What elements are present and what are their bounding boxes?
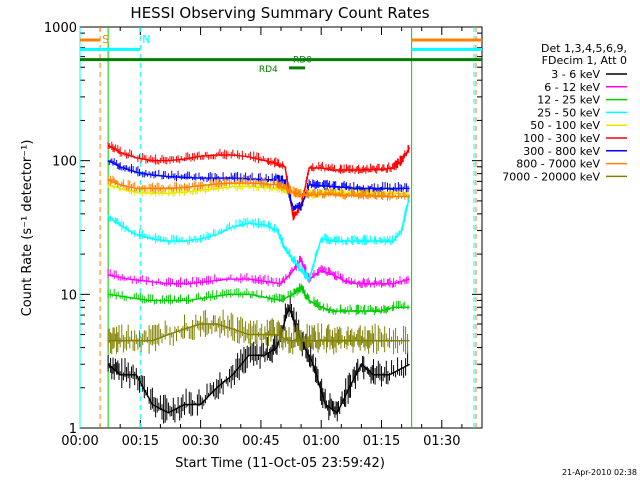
- status-bar-label: RD0: [293, 56, 312, 66]
- series-noise: [107, 255, 409, 288]
- series-group: [107, 309, 410, 355]
- legend-entry-label: 800 - 7000 keV: [516, 158, 600, 171]
- series-noise: [107, 309, 409, 355]
- y-tick-label: 100: [52, 155, 77, 170]
- legend-entry-label: 50 - 100 keV: [530, 119, 600, 132]
- series-group: [107, 255, 410, 288]
- x-tick-label: 00:30: [182, 434, 219, 449]
- x-tick-label: 00:00: [61, 434, 98, 449]
- timestamp: 21-Apr-2010 02:38: [562, 468, 637, 477]
- legend-entry-label: 12 - 25 keV: [537, 94, 600, 107]
- legend-entry-label: 300 - 800 keV: [523, 145, 600, 158]
- x-tick-label: 01:30: [423, 434, 460, 449]
- series-group: [107, 158, 410, 211]
- series-line: [107, 305, 410, 414]
- series-group: [107, 295, 410, 424]
- series-group: [107, 283, 410, 316]
- series-noise: [107, 283, 409, 316]
- x-tick-label: 00:15: [122, 434, 159, 449]
- status-bar-label: RD4: [259, 65, 278, 75]
- series-group: [107, 195, 411, 282]
- x-tick-label: 01:15: [363, 434, 400, 449]
- legend-entry-label: 3 - 6 keV: [551, 68, 600, 81]
- x-axis-label: Start Time (11-Oct-05 23:59:42): [175, 456, 385, 471]
- series-noise: [107, 158, 409, 211]
- y-tick-label: 1000: [44, 21, 77, 36]
- series-noise: [107, 195, 410, 282]
- legend-header-line-1: Det 1,3,4,5,6,9,: [541, 42, 627, 55]
- chart-title: HESSI Observing Summary Count Rates: [130, 4, 429, 22]
- legend-entry-label: 100 - 300 keV: [523, 132, 600, 145]
- series-group: [107, 175, 410, 201]
- series-group: [107, 141, 411, 221]
- y-tick-label: 10: [60, 288, 77, 303]
- marker-label: N: [142, 33, 150, 46]
- x-tick-label: 00:45: [242, 434, 279, 449]
- y-axis-label: Count Rate (s⁻¹ detector⁻¹): [20, 140, 35, 317]
- legend-entry-label: 7000 - 20000 keV: [502, 170, 600, 183]
- x-tick-label: 01:00: [302, 434, 339, 449]
- y-tick-label: 1: [69, 422, 77, 437]
- legend-entry-label: 6 - 12 keV: [544, 81, 600, 94]
- legend-header-line-2: FDecim 1, Att 0: [542, 54, 627, 67]
- marker-label: S: [102, 33, 109, 46]
- series-noise: [107, 175, 409, 201]
- legend-entry-label: 25 - 50 keV: [537, 106, 600, 119]
- series-noise: [107, 141, 410, 221]
- series-noise: [107, 295, 409, 424]
